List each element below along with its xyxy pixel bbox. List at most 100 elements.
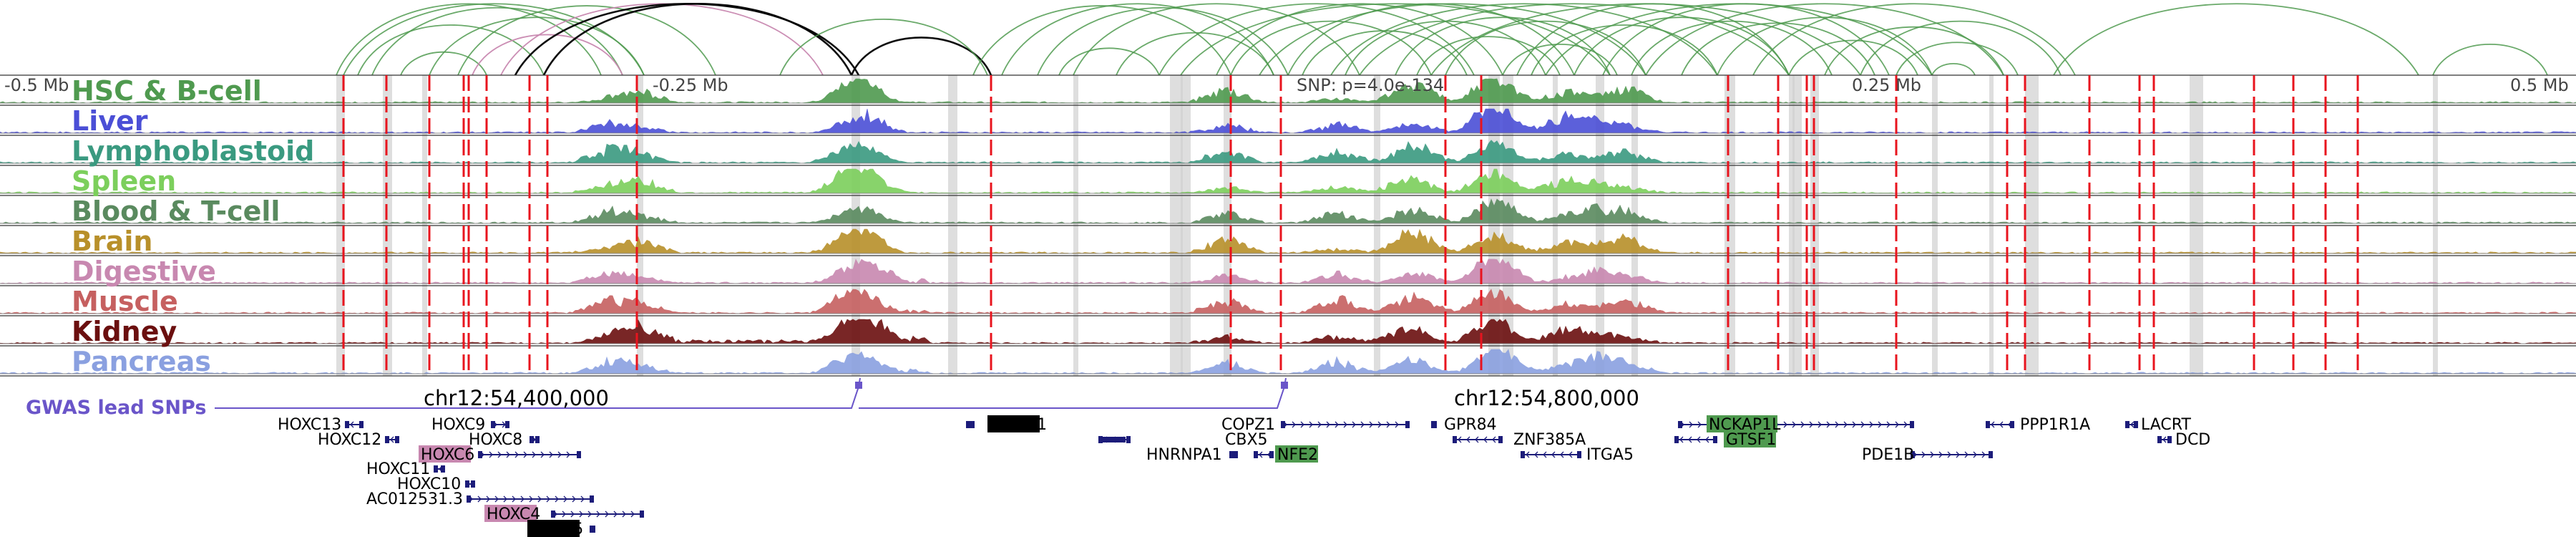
red-snp-markers bbox=[342, 75, 2359, 376]
signal-track bbox=[0, 135, 2576, 164]
chromatin-loops bbox=[336, 2, 2548, 76]
loop-arc bbox=[1416, 36, 1561, 76]
loop-arc bbox=[1896, 42, 2019, 76]
gene: HOXC13 bbox=[278, 416, 364, 434]
track-label: HSC & B-cell bbox=[72, 75, 262, 107]
track-label: Pancreas bbox=[72, 346, 211, 377]
gene-label: HOXC8 bbox=[469, 431, 522, 449]
gene-label: ITGA5 bbox=[1586, 446, 1634, 464]
gene: PDE1B bbox=[1862, 446, 1993, 464]
gene: HNRNPA1 bbox=[1146, 446, 1238, 464]
loop-arc bbox=[1717, 16, 1933, 76]
loop-arc bbox=[1058, 47, 1160, 76]
gene-label: HOXC5 bbox=[530, 521, 583, 537]
track-label: Kidney bbox=[72, 316, 177, 347]
loop-arc bbox=[1502, 44, 1618, 76]
gwas-label: GWAS lead SNPs bbox=[26, 397, 206, 419]
loop-arc bbox=[1216, 3, 1503, 76]
loop-arc bbox=[1330, 3, 1718, 76]
gene: SMUG1 bbox=[966, 415, 1047, 434]
gene-highlight bbox=[987, 415, 1040, 432]
gene: HOXC10 bbox=[397, 475, 475, 493]
gene-highlight bbox=[1275, 445, 1318, 463]
track-label: Digestive bbox=[72, 256, 216, 287]
gene: HOXC11 bbox=[366, 460, 445, 478]
axis-mid-right-label: 0.25 Mb bbox=[1852, 75, 1921, 95]
gene-highlight bbox=[419, 445, 471, 463]
gene: GTSF1 bbox=[1674, 430, 1776, 449]
loop-arc bbox=[1302, 30, 1468, 76]
loop-arc bbox=[1645, 3, 2004, 76]
gene-label: PDE1B bbox=[1862, 446, 1914, 464]
gene-label: HOXC12 bbox=[318, 431, 381, 449]
gene-highlight bbox=[527, 520, 580, 537]
loop-arc bbox=[1359, 3, 1790, 76]
coord-left: chr12:54,400,000 bbox=[424, 386, 609, 410]
loop-arc bbox=[1931, 62, 1976, 76]
gwas-lead-snps: GWAS lead SNPs bbox=[26, 377, 1288, 419]
loop-arc bbox=[1516, 3, 1790, 76]
gene-label: HOXC9 bbox=[431, 416, 485, 434]
gene-label: LACRT bbox=[2141, 416, 2191, 434]
track-label: Brain bbox=[72, 226, 152, 257]
gene-label: COPZ1 bbox=[1221, 416, 1275, 434]
gene: HOXC8 bbox=[469, 431, 540, 449]
gene: AC012531.3 bbox=[366, 490, 594, 508]
loop-arc bbox=[1230, 20, 1432, 76]
gene: NFE2 bbox=[1254, 445, 1318, 464]
axis-snp-label: SNP: p=4.0e-134 bbox=[1297, 75, 1444, 95]
gene-label: AC012531.3 bbox=[366, 490, 463, 508]
distance-axis: -0.5 Mb -0.25 Mb SNP: p=4.0e-134 0.25 Mb… bbox=[4, 75, 2569, 95]
gene-label: NFE2 bbox=[1277, 446, 1318, 464]
loop-arc bbox=[1824, 26, 2004, 76]
loop-arc bbox=[1037, 7, 1289, 76]
gene-label: GTSF1 bbox=[1726, 431, 1776, 449]
gene-highlight bbox=[1707, 415, 1777, 432]
gene: ITGA5 bbox=[1521, 446, 1634, 464]
loop-arc bbox=[429, 16, 645, 76]
gene: HOXC5 bbox=[527, 520, 595, 537]
loop-arc bbox=[972, 5, 1231, 76]
loop-arc bbox=[2432, 44, 2548, 76]
genomic-coordinates: chr12:54,400,000 chr12:54,800,000 bbox=[424, 386, 1639, 410]
loop-arc bbox=[1001, 3, 1274, 76]
loop-arc bbox=[472, 34, 623, 76]
axis-left-label: -0.5 Mb bbox=[4, 75, 69, 95]
gene-label: ZNF385A bbox=[1513, 431, 1586, 449]
gene: ZNF385A bbox=[1453, 431, 1586, 449]
loop-arc bbox=[336, 3, 602, 76]
gene-label: HOXC11 bbox=[366, 460, 430, 478]
loop-arc bbox=[343, 3, 645, 76]
gene: PPP1R1A bbox=[1986, 416, 2090, 434]
gene-label: CBX5 bbox=[1225, 431, 1268, 449]
gene-label: HOXC10 bbox=[397, 475, 461, 493]
loop-arc bbox=[1073, 3, 1360, 76]
loop-arc bbox=[1395, 16, 1611, 76]
gene-highlight bbox=[1724, 430, 1776, 448]
track-label: Spleen bbox=[72, 165, 176, 197]
loop-arc bbox=[1681, 22, 1875, 76]
loop-arc bbox=[357, 24, 545, 76]
gene: HOXC12 bbox=[318, 431, 399, 449]
loop-arc bbox=[2053, 3, 2419, 76]
gwas-snp-marker bbox=[855, 382, 862, 389]
gene: DCD bbox=[2157, 431, 2210, 449]
gene: LACRT bbox=[2125, 416, 2191, 434]
loop-arc bbox=[850, 37, 992, 76]
gene: NCKAP1L bbox=[1678, 415, 1914, 434]
gene: CBX5 bbox=[1098, 431, 1268, 449]
coord-right: chr12:54,800,000 bbox=[1454, 386, 1639, 410]
axis-right-label: 0.5 Mb bbox=[2510, 75, 2569, 95]
gene-label: GPR84 bbox=[1444, 416, 1497, 434]
loop-arc bbox=[1259, 3, 1646, 76]
track-label: Lymphoblastoid bbox=[72, 135, 314, 167]
loop-arc bbox=[1180, 3, 1611, 76]
gene: HOXC4 bbox=[484, 505, 644, 523]
loop-arc bbox=[1445, 20, 1646, 76]
loop-arc bbox=[371, 7, 623, 76]
track-label: Liver bbox=[72, 105, 148, 137]
gene-label: PPP1R1A bbox=[2020, 416, 2090, 434]
gene-label: DCD bbox=[2175, 431, 2210, 449]
gene: HOXC9 bbox=[431, 416, 509, 434]
